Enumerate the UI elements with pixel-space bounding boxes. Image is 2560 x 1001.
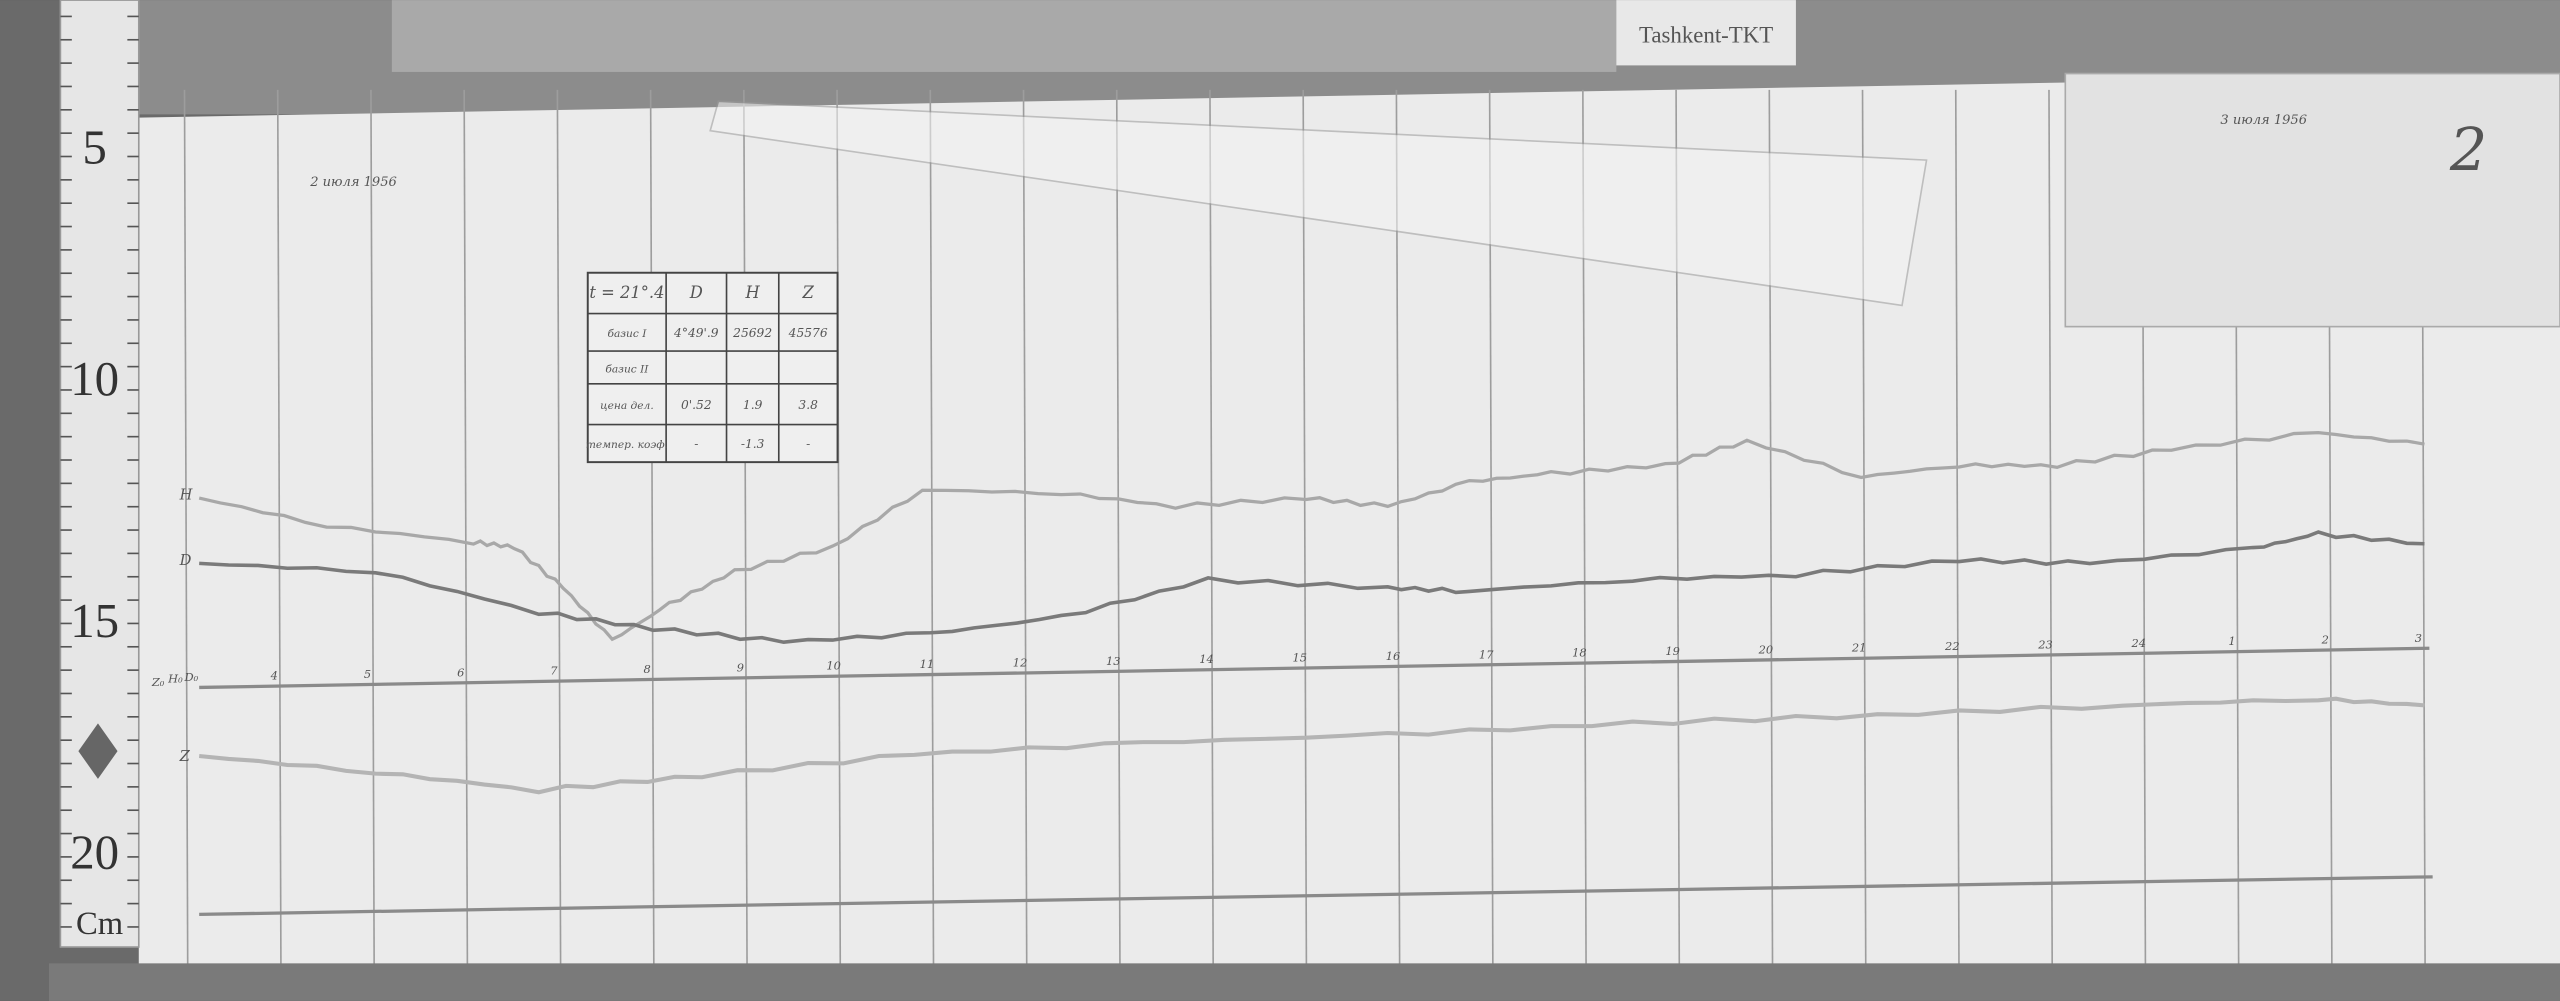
hour-label: 5 [364,667,371,681]
ruler-mark-label: 10 [70,351,119,406]
table-header-cell: Z [801,283,814,302]
ruler-unit: Cm [76,906,123,942]
station-label: Tashkent-TKT [1639,23,1773,48]
hour-label: 4 [270,669,278,683]
z-trace [198,696,2425,795]
hour-label: 24 [2131,636,2147,650]
table-cell: 0'.52 [681,398,712,412]
hour-gridline [1209,89,1215,980]
hour-label: 19 [1665,644,1680,658]
hour-gridline [743,89,748,980]
station-tag [1616,0,1796,66]
sheet-number: 2 [2449,115,2487,184]
table-cell: - [806,437,810,451]
hour-label: 6 [457,665,464,679]
baseline-h0: H₀ [167,672,183,686]
hour-gridline [1115,89,1121,980]
hour-label: 14 [1199,652,1214,666]
d-trace [199,530,2425,645]
hour-label: 20 [1758,642,1774,656]
overlay-plate [2064,72,2560,328]
hour-gridline [836,89,842,980]
table-cell: 4°49'.9 [673,326,719,340]
d-label: D [179,552,192,569]
hour-gridline [1022,89,1028,980]
baseline-z0: Z₀ [151,675,165,689]
hour-label: 11 [920,657,935,671]
hour-label: 7 [550,664,558,678]
hour-gridline [929,89,935,980]
table-cell: -1.3 [741,437,765,451]
table-cell: 45576 [788,326,828,340]
ruler-mark-label: 5 [82,119,106,174]
table-cell: цена дел. [600,399,654,412]
hour-gridline [556,89,562,980]
hour-gridline [370,89,376,980]
hour-label: 15 [1292,651,1307,665]
table-cell: 1.9 [743,398,763,412]
ruler-diamond-marker [78,723,118,779]
hour-label: 2 [2321,633,2329,647]
table-header-cell: D [689,283,703,302]
baseline-d0: D₀ [183,670,198,684]
hour-label: 22 [1944,639,1960,653]
hour-label: 18 [1572,646,1587,660]
hour-gridline [1954,89,1960,980]
hour-label: 10 [826,659,841,673]
diagonal-clear-ruler [709,100,1928,307]
hour-labels: 4 5 6 7 8 9 10 11 12 13 14 15 16 17 18 19 20 21 22 23 24 1 2 3 [270,631,2422,683]
hour-gridline [1302,89,1308,980]
h-label: H [179,487,194,504]
table-frame [586,271,839,464]
hour-gridline [463,89,469,980]
ruler-marks: 5 10 15 20 [60,15,139,928]
hour-label: 16 [1386,649,1401,663]
hour-label: 12 [1013,655,1028,669]
hour-gridline [183,89,189,980]
h-trace [198,430,2425,642]
hour-gridline [649,89,655,980]
date-end: 3 июля 1956 [2220,113,2307,128]
table-cell: 25692 [732,326,772,340]
hour-label: 3 [2415,631,2422,645]
ruler-mark-label: 20 [70,825,119,880]
ruler-mark-label: 15 [70,593,119,648]
hour-label: 8 [644,662,651,676]
hour-label: 1 [2228,634,2235,648]
date-start: 2 июля 1956 [309,175,397,190]
hour-label: 23 [2037,637,2053,651]
hour-gridline [276,89,282,980]
bottom-edge [48,963,2560,1001]
hour-label: 21 [1851,641,1867,655]
baseline [199,646,2430,690]
bottom-line [199,875,2433,917]
cm-ruler [59,0,140,948]
hour-gridline [2048,89,2054,980]
table-header-cell: H [745,283,761,302]
table-cell: базис I [607,327,647,340]
table-cell: темпер. коэф. [586,438,668,451]
table-header-cell: t = 21°.4 [589,283,664,302]
clear-ruler-top [391,0,1617,72]
table-cell: 3.8 [798,398,818,412]
hour-gridline [1395,89,1401,980]
hour-label: 17 [1479,647,1494,661]
hour-label: 9 [737,660,744,674]
table-cell: - [694,437,698,451]
z-label: Z [179,748,191,765]
hour-label: 13 [1106,654,1121,668]
table-cell: базис II [605,362,649,375]
